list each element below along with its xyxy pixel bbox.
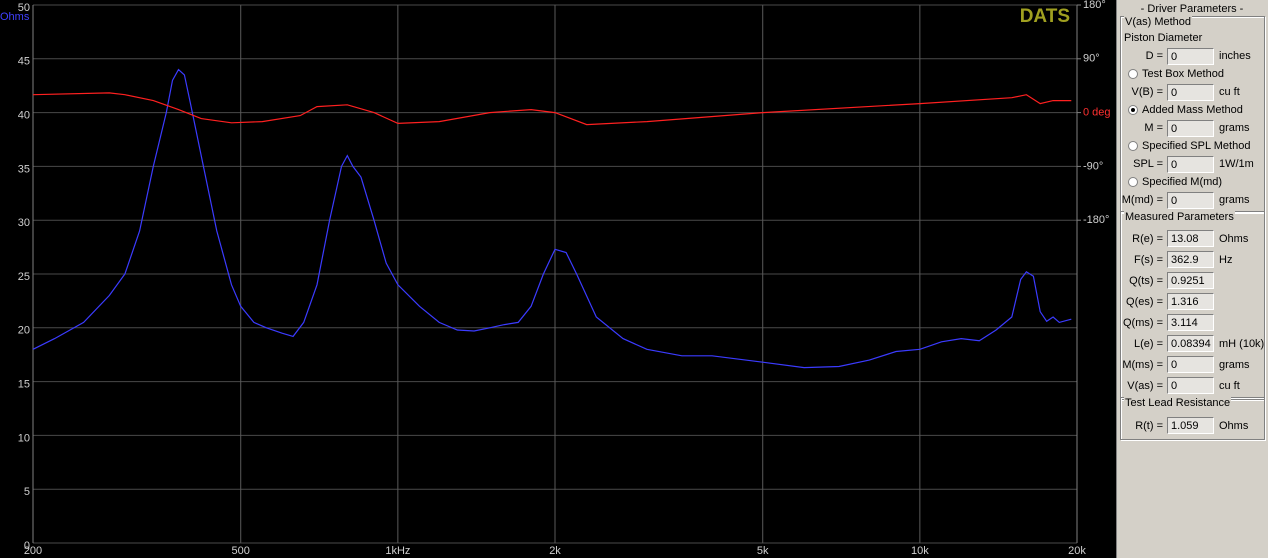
radio-label: Specified SPL Method [1142,140,1251,152]
field-label: M = [1144,122,1163,134]
y-axis-label: Ohms [0,11,30,23]
field-unit: Ohms [1219,419,1249,432]
y2-tick-label: -90° [1083,160,1103,172]
field-label: SPL = [1133,158,1163,170]
x-tick-label: 1kHz [385,545,410,557]
group-title: Test Lead Resistance [1124,396,1232,410]
field-input[interactable]: 0 [1167,377,1214,394]
y-tick-label: 0 [24,540,30,552]
field-label: V(as) = [1127,379,1163,392]
radio-button[interactable] [1128,141,1138,151]
field-unit: Hz [1219,253,1233,266]
y-tick-label: 35 [18,163,30,175]
field-input[interactable]: 0 [1167,191,1214,209]
field-label: Q(ts) = [1129,274,1163,287]
y-tick-label: 20 [18,325,30,337]
field-label: Q(ms) = [1122,316,1163,329]
field-input[interactable]: 0.08394 [1167,335,1214,352]
heading: Piston Diameter [1124,32,1203,44]
y2-tick-label: 180° [1083,0,1106,11]
watermark: DATS [1020,6,1070,27]
series-line [32,68,1072,369]
field-input[interactable]: 0 [1167,155,1214,173]
x-tick-label: 10k [911,545,929,557]
series-line [32,92,1072,126]
y-tick-label: 40 [18,110,30,122]
field-label: M(ms) = [1122,358,1163,371]
radio-button[interactable] [1128,177,1138,187]
x-tick-label: 200 [24,545,42,557]
chart: 0 5 10 15 20 25 30 35 40 45 50 200 500 1kHz 2k 5k 10k 20k… [0,0,1116,558]
group-title: Measured Parameters [1124,210,1235,224]
field-label: Q(es) = [1126,295,1163,308]
field-label: D = [1145,50,1163,62]
field-unit: grams [1219,122,1250,134]
y-tick-label: 45 [18,56,30,68]
field-unit: cu ft [1219,86,1240,98]
radio-button[interactable] [1128,69,1138,79]
field-label: M(md) = [1121,194,1163,206]
x-tick-label: 500 [232,545,250,557]
field-label: L(e) = [1133,337,1163,350]
radio-label: Specified M(md) [1142,176,1223,188]
radio-dot [1131,108,1135,112]
field-unit: mH (10k) [1219,337,1265,350]
y2-tick-label: 0 deg [1083,107,1111,119]
field-input[interactable]: 0 [1167,356,1214,373]
field-input[interactable]: 0 [1167,119,1214,137]
field-label: V(B) = [1131,86,1163,98]
field-input[interactable]: 1.059 [1167,417,1214,434]
field-unit: 1W/1m [1219,158,1254,170]
field-unit: cu ft [1219,379,1240,392]
field-input[interactable]: 362.9 [1167,251,1214,268]
x-tick-label: 20k [1068,545,1086,557]
y-tick-label: 5 [24,486,30,498]
x-tick-label: 2k [549,545,561,557]
y-tick-label: 50 [18,2,30,14]
y-tick-label: 10 [18,432,30,444]
field-unit: Ohms [1219,232,1249,245]
y2-tick-label: 90° [1083,53,1100,65]
field-unit: inches [1219,50,1251,62]
radio-label: Test Box Method [1142,68,1224,80]
y-tick-label: 15 [18,379,30,391]
field-label: R(t) = [1135,419,1163,432]
y-tick-label: 25 [18,271,30,283]
field-input[interactable]: 0 [1167,47,1214,65]
field-input[interactable]: 3.114 [1167,314,1214,331]
panel-title: - Driver Parameters - [1140,3,1244,15]
parameters-panel: - Driver Parameters - V(as) Method Piston … [1116,0,1268,558]
field-input[interactable]: 0 [1167,83,1214,101]
field-input[interactable]: 13.08 [1167,230,1214,247]
field-label: F(s) = [1133,253,1163,266]
x-tick-label: 5k [757,545,769,557]
radio-label: Added Mass Method [1142,104,1243,116]
field-unit: grams [1219,194,1250,206]
y-tick-label: 30 [18,217,30,229]
field-label: R(e) = [1132,232,1163,245]
field-input[interactable]: 0.9251 [1167,272,1214,289]
field-unit: grams [1219,358,1250,371]
y2-tick-label: -180° [1083,214,1109,226]
field-input[interactable]: 1.316 [1167,293,1214,310]
group-title: V(as) Method [1124,15,1193,29]
radio-button[interactable] [1128,105,1138,115]
